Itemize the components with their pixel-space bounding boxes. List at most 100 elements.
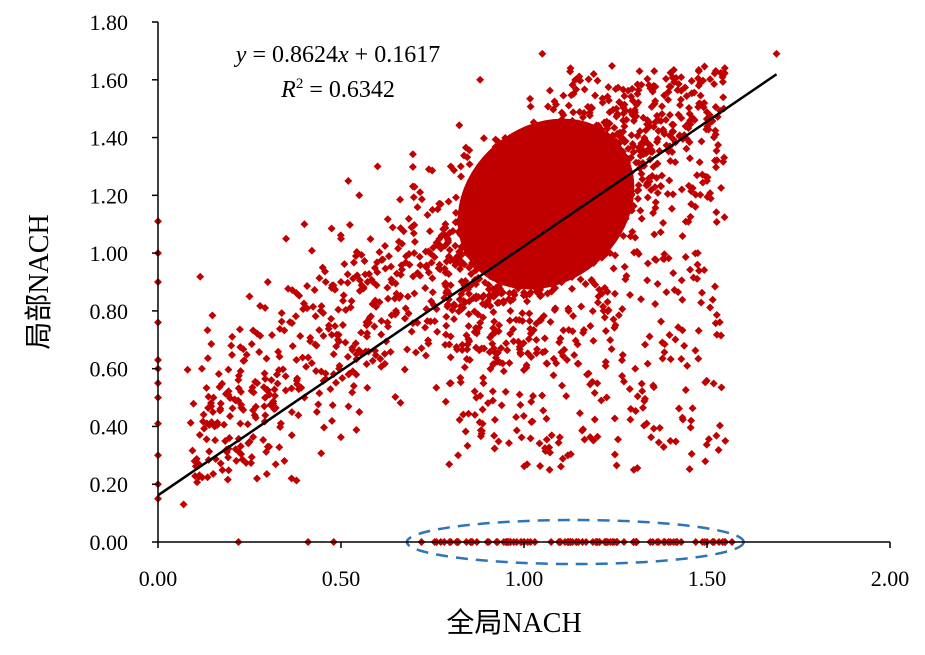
data-point bbox=[680, 341, 689, 350]
data-point bbox=[451, 241, 460, 250]
data-point bbox=[302, 362, 311, 371]
y-tick-label: 0.80 bbox=[90, 299, 129, 324]
data-point bbox=[717, 383, 726, 392]
data-point bbox=[441, 279, 450, 288]
data-point bbox=[203, 326, 212, 335]
data-point bbox=[296, 332, 305, 341]
data-point bbox=[634, 181, 643, 190]
data-point bbox=[203, 473, 212, 482]
data-point bbox=[478, 211, 487, 220]
data-point bbox=[228, 404, 237, 413]
data-point bbox=[677, 276, 686, 285]
data-point bbox=[482, 220, 491, 229]
data-point bbox=[410, 289, 419, 298]
data-point bbox=[405, 250, 413, 258]
data-point bbox=[190, 457, 199, 466]
data-point bbox=[409, 229, 418, 238]
data-point bbox=[429, 243, 438, 252]
data-point bbox=[413, 203, 422, 212]
data-point bbox=[577, 302, 586, 311]
data-point bbox=[461, 277, 470, 285]
data-point bbox=[270, 391, 279, 400]
data-point bbox=[432, 238, 441, 247]
data-point bbox=[493, 229, 502, 238]
data-point bbox=[410, 237, 419, 246]
data-point bbox=[612, 461, 621, 470]
y-tick-label: 0.00 bbox=[90, 530, 129, 555]
data-point bbox=[489, 308, 498, 316]
data-point bbox=[637, 214, 646, 223]
data-point bbox=[526, 434, 535, 443]
data-point bbox=[488, 209, 497, 218]
data-point bbox=[633, 392, 642, 401]
data-point bbox=[318, 263, 327, 272]
data-point bbox=[569, 312, 578, 320]
data-point bbox=[493, 348, 502, 357]
data-point bbox=[226, 412, 234, 421]
data-point bbox=[476, 432, 485, 441]
data-point bbox=[349, 381, 358, 390]
data-point bbox=[701, 457, 710, 466]
data-point bbox=[339, 296, 347, 305]
data-point bbox=[489, 360, 498, 369]
data-point bbox=[400, 314, 409, 323]
data-point bbox=[348, 343, 357, 352]
data-point bbox=[478, 293, 487, 302]
data-point bbox=[465, 160, 474, 169]
data-point bbox=[479, 255, 487, 264]
data-point bbox=[719, 93, 728, 102]
data-point bbox=[539, 406, 548, 415]
data-point bbox=[427, 258, 436, 267]
data-point bbox=[410, 249, 419, 258]
data-point bbox=[454, 451, 463, 460]
data-point bbox=[425, 227, 434, 236]
data-point bbox=[487, 255, 496, 264]
data-point bbox=[411, 348, 420, 357]
r-squared: R2 = 0.6342 bbox=[280, 76, 395, 103]
data-point bbox=[251, 402, 260, 411]
data-point bbox=[697, 137, 706, 146]
data-point bbox=[526, 102, 535, 111]
data-point bbox=[501, 133, 510, 142]
data-point bbox=[512, 413, 521, 422]
data-point bbox=[352, 248, 361, 256]
data-point bbox=[235, 325, 244, 334]
data-point bbox=[490, 317, 499, 326]
data-point bbox=[584, 75, 593, 84]
data-point bbox=[681, 386, 690, 394]
data-point bbox=[482, 204, 491, 213]
data-point bbox=[360, 257, 369, 265]
data-point bbox=[460, 234, 469, 243]
data-point bbox=[216, 404, 225, 413]
data-point bbox=[455, 415, 464, 424]
data-point bbox=[564, 101, 573, 110]
data-point bbox=[574, 359, 583, 368]
data-point bbox=[294, 411, 303, 420]
data-point bbox=[669, 190, 677, 199]
data-point bbox=[396, 224, 405, 233]
data-point bbox=[484, 240, 493, 249]
data-point bbox=[588, 307, 597, 316]
y-tick-label: 0.60 bbox=[90, 357, 129, 382]
data-point bbox=[538, 391, 547, 400]
data-point bbox=[304, 353, 313, 362]
data-point bbox=[344, 176, 353, 185]
data-point bbox=[495, 358, 504, 367]
data-point bbox=[271, 460, 280, 469]
data-point bbox=[260, 402, 269, 411]
data-point bbox=[224, 365, 233, 374]
data-point bbox=[488, 217, 497, 226]
data-point bbox=[693, 260, 702, 269]
data-point bbox=[581, 280, 590, 288]
data-point bbox=[618, 305, 627, 313]
data-point bbox=[492, 249, 500, 258]
data-point bbox=[505, 439, 513, 448]
data-point bbox=[717, 183, 726, 192]
data-point bbox=[488, 176, 496, 185]
data-point bbox=[444, 197, 453, 206]
data-point bbox=[383, 318, 392, 327]
data-point bbox=[685, 154, 694, 163]
data-point bbox=[384, 294, 392, 303]
data-point bbox=[202, 435, 211, 444]
data-point bbox=[338, 321, 347, 329]
